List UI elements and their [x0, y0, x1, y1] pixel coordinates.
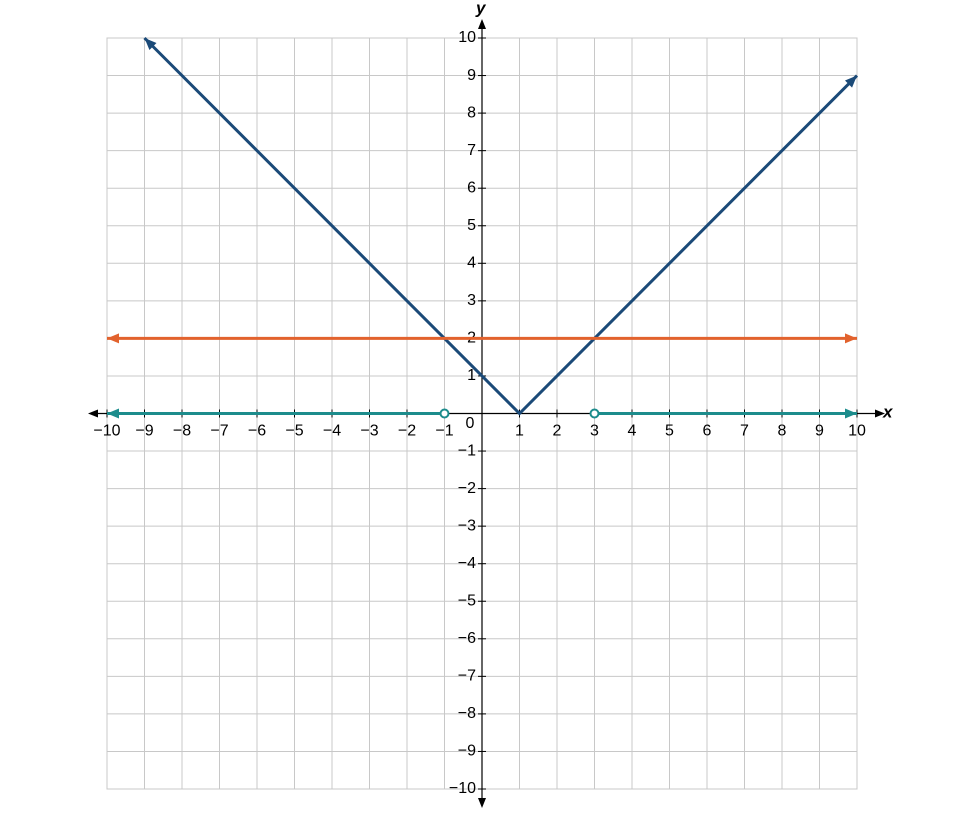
y-tick-label: −1: [458, 442, 476, 459]
x-tick-label: 7: [740, 423, 749, 440]
y-tick-label: 1: [467, 367, 476, 384]
x-tick-label: −4: [323, 423, 341, 440]
x-tick-label: −10: [93, 423, 120, 440]
x-tick-label: −7: [210, 423, 228, 440]
x-axis-arrow: [875, 409, 885, 418]
line-arrow: [844, 75, 857, 88]
y-tick-label: −2: [458, 480, 476, 497]
x-tick-label: −8: [173, 423, 191, 440]
y-axis-arrow: [478, 798, 486, 808]
x-tick-label: 6: [703, 423, 712, 440]
y-tick-label: 10: [458, 29, 476, 46]
y-tick-label: 3: [467, 292, 476, 309]
x-tick-label: 1: [515, 423, 524, 440]
line-arrow: [107, 333, 119, 344]
x-tick-label: 3: [590, 423, 599, 440]
x-tick-label: 9: [815, 423, 824, 440]
open-point: [589, 408, 600, 419]
y-tick-label: −7: [458, 668, 476, 685]
line-arrow: [845, 408, 857, 419]
y-tick-label: −4: [458, 555, 476, 572]
x-tick-label: 10: [848, 423, 866, 440]
x-tick-label: −6: [248, 423, 266, 440]
x-tick-label: 8: [778, 423, 787, 440]
line: [143, 36, 859, 416]
line-arrow: [845, 333, 857, 344]
x-axis-arrow: [88, 409, 98, 418]
x-tick-label: −9: [135, 423, 153, 440]
y-tick-label: 4: [467, 255, 476, 272]
y-tick-label: 8: [467, 104, 476, 121]
x-axis-label: x: [882, 402, 894, 421]
x-tick-label: −1: [435, 423, 453, 440]
x-tick-label: −2: [398, 423, 416, 440]
x-tick-label: 5: [665, 423, 674, 440]
y-tick-label: −5: [458, 592, 476, 609]
y-tick-label: −6: [458, 630, 476, 647]
y-tick-label: −8: [458, 705, 476, 722]
y-tick-label: 7: [467, 142, 476, 159]
x-tick-label: −3: [360, 423, 378, 440]
y-tick-label: 6: [467, 179, 476, 196]
line-arrow: [107, 408, 119, 419]
y-axis-arrow: [478, 19, 486, 29]
line-arrow: [144, 38, 157, 51]
x-tick-label: 4: [628, 423, 637, 440]
y-tick-label: 9: [467, 67, 476, 84]
y-tick-label: −10: [449, 780, 476, 797]
y-axis-label: y: [475, 0, 487, 17]
y-tick-label: −3: [458, 517, 476, 534]
y-tick-label: −9: [458, 743, 476, 760]
open-point: [439, 408, 450, 419]
x-tick-label: 2: [553, 423, 562, 440]
origin-label: 0: [466, 415, 475, 432]
x-tick-label: −5: [285, 423, 303, 440]
y-tick-label: 5: [467, 217, 476, 234]
